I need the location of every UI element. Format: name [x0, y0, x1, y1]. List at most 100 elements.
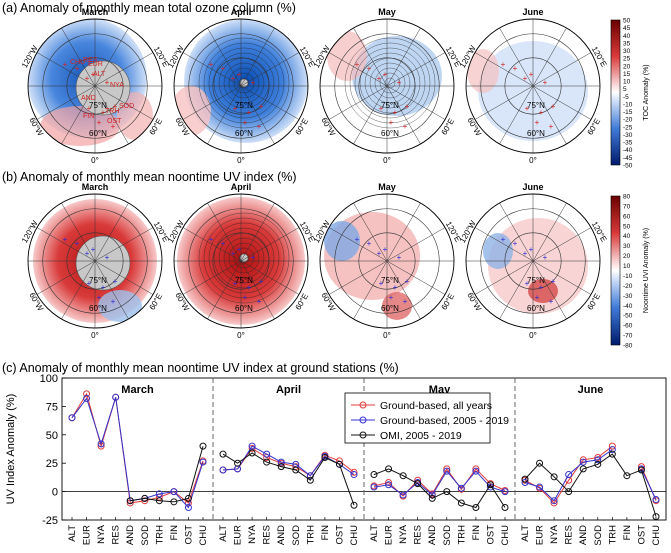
- data-point: [550, 497, 558, 505]
- lat-60-label: 60°N: [89, 304, 107, 313]
- data-point: [565, 471, 573, 479]
- x-tick-label: TRH: [607, 525, 618, 545]
- data-point: [652, 513, 660, 521]
- data-point: [521, 479, 529, 487]
- chart-month-label: April: [276, 384, 301, 396]
- data-point: [248, 444, 256, 452]
- station-marker: +: [393, 108, 398, 117]
- data-point: [126, 497, 134, 505]
- x-tick-label: AND: [276, 525, 287, 545]
- data-point: [472, 504, 480, 512]
- station-marker: +: [105, 78, 110, 87]
- data-point: [472, 467, 480, 475]
- x-tick-label: ALT: [520, 525, 531, 542]
- data-point: [428, 494, 436, 502]
- colorbar-tick: 35: [623, 40, 631, 47]
- panel-c-title: (c) Anomaly of monthly mean noontime UV …: [2, 361, 399, 375]
- station-marker: +: [525, 104, 530, 113]
- series-line: [222, 452, 355, 506]
- station-marker: +: [233, 104, 238, 113]
- station-marker: +: [397, 78, 402, 87]
- data-point: [579, 458, 587, 466]
- map-month-title: March: [82, 7, 109, 17]
- station-marker: +: [523, 249, 528, 258]
- station-marker: +: [393, 283, 398, 292]
- x-tick-label: TRH: [305, 525, 316, 545]
- colorbar-tick: -30: [623, 132, 633, 139]
- data-point: [184, 494, 192, 502]
- x-tick-label: EUR: [82, 525, 93, 545]
- data-point: [486, 481, 494, 489]
- station-marker: +: [111, 122, 116, 131]
- data-point: [521, 475, 529, 483]
- series-line: [524, 449, 657, 502]
- station-marker: +: [379, 279, 384, 288]
- station-marker: +: [405, 277, 410, 286]
- data-point: [399, 491, 407, 499]
- station-marker: +: [513, 64, 518, 73]
- x-tick-label: TRH: [154, 525, 165, 545]
- station-marker: +: [231, 249, 236, 258]
- station-marker: +: [221, 64, 226, 73]
- x-tick-label: OST: [334, 525, 345, 545]
- data-point: [457, 499, 465, 507]
- x-tick-label: SOD: [291, 525, 302, 546]
- station-marker: +: [543, 78, 548, 87]
- series-line: [373, 468, 506, 509]
- x-tick-label: FIN: [320, 525, 331, 540]
- colorbar-tick: -25: [623, 124, 633, 131]
- x-tick-label: CHU: [500, 525, 511, 546]
- map-month-title: March: [82, 182, 109, 192]
- data-point: [263, 458, 271, 466]
- station-marker: +: [113, 277, 118, 286]
- station-marker: +: [237, 245, 242, 254]
- lat-60-label: 60°N: [381, 129, 399, 138]
- station-marker: +: [551, 102, 556, 111]
- station-marker: +: [355, 60, 360, 69]
- data-point: [263, 450, 271, 458]
- legend-entry: Ground-based, all years: [380, 400, 492, 412]
- data-point: [292, 466, 300, 474]
- colorbar-tick: -20: [623, 283, 633, 290]
- data-point: [199, 442, 207, 450]
- station-marker: +: [243, 118, 248, 127]
- colorbar-tick: -70: [623, 333, 633, 340]
- station-marker: +: [247, 108, 252, 117]
- map-a-march: ++ +++++ ++ +CHURESEURALTNYASODANDTRHFINOST…: [20, 7, 171, 165]
- colorbar-label: Noontime UVI Anomaly (%): [643, 228, 650, 313]
- data-point: [608, 442, 616, 450]
- y-tick-label: 75: [46, 401, 58, 413]
- data-point: [170, 498, 178, 506]
- station-marker: +: [259, 102, 264, 111]
- colorbar-tick: 70: [623, 203, 631, 210]
- colorbar-tick: 30: [623, 48, 631, 55]
- station-marker: +: [75, 239, 80, 248]
- lat-75-label: 75°N: [235, 276, 253, 285]
- colorbar-label: TOC Anomaly (%): [643, 64, 650, 120]
- data-point: [385, 481, 393, 489]
- station-marker: +: [525, 279, 530, 288]
- colorbar-tick: 40: [623, 33, 631, 40]
- station-marker: +: [379, 104, 384, 113]
- lat-60-label: 60°N: [527, 129, 545, 138]
- station-label-nya: NYA: [110, 82, 124, 89]
- lat-60-label: 60°N: [89, 129, 107, 138]
- data-point: [112, 393, 120, 401]
- station-marker: +: [549, 122, 554, 131]
- legend-swatch-marker: [359, 416, 367, 424]
- station-marker: +: [91, 70, 96, 79]
- y-axis-label: UV Index Anomaly (%): [5, 394, 17, 505]
- station-marker: +: [101, 108, 106, 117]
- x-tick-label: SOD: [442, 525, 453, 546]
- colorbar-tick: 20: [623, 253, 631, 260]
- colorbar-tick: -40: [623, 147, 633, 154]
- station-marker: +: [355, 235, 360, 244]
- station-marker: +: [377, 249, 382, 258]
- y-tick-label: 100: [40, 373, 58, 385]
- station-marker: +: [383, 245, 388, 254]
- data-point: [68, 414, 76, 422]
- lat-75-label: 75°N: [527, 276, 545, 285]
